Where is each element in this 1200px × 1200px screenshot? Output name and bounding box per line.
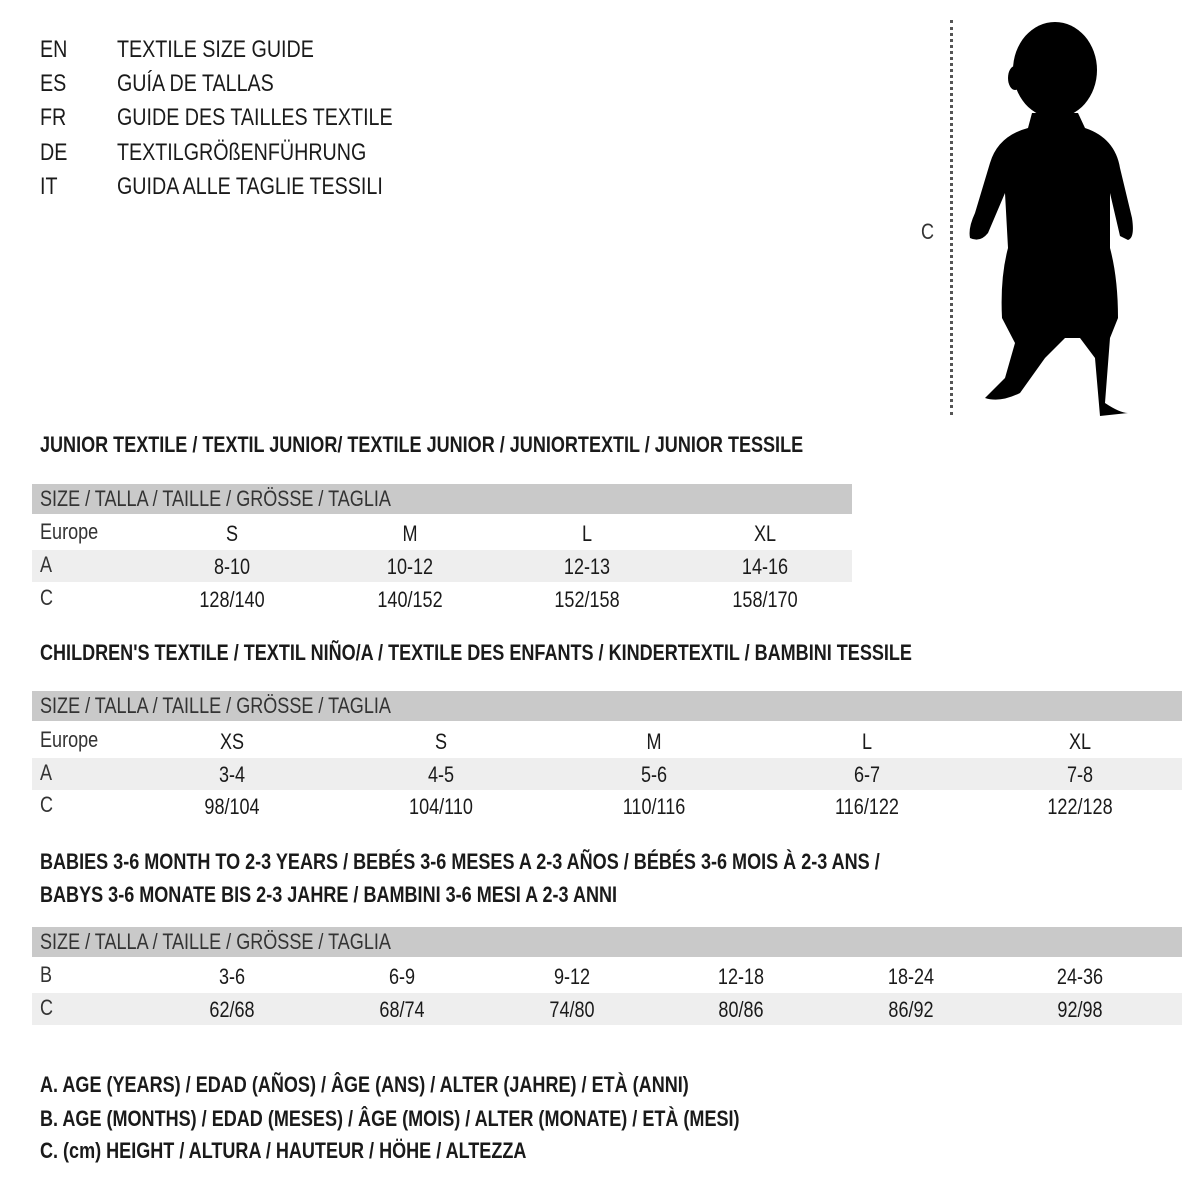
table-cell: 128/140 bbox=[199, 587, 265, 612]
table-cell: 110/116 bbox=[622, 794, 686, 819]
table-cell: 122/128 bbox=[1047, 794, 1113, 819]
table-title: JUNIOR TEXTILE / TEXTIL JUNIOR/ TEXTILE … bbox=[40, 432, 804, 457]
table-cell: XL bbox=[753, 521, 777, 546]
table-cell: 92/98 bbox=[1057, 997, 1103, 1022]
height-measure-line bbox=[950, 20, 953, 415]
table-title: CHILDREN'S TEXTILE / TEXTIL NIÑO/A / TEX… bbox=[40, 640, 912, 665]
table-cell: M bbox=[646, 729, 662, 754]
table-cell: 152/158 bbox=[554, 587, 620, 612]
table-cell: 80/86 bbox=[718, 997, 764, 1022]
table-cell: 6-7 bbox=[853, 762, 881, 787]
guide-title: TEXTILGRÖßENFÜHRUNG bbox=[117, 139, 367, 166]
row-label: C bbox=[40, 995, 54, 1020]
table-header: SIZE / TALLA / TAILLE / GRÖSSE / TAGLIA bbox=[40, 929, 391, 954]
row-label: B bbox=[40, 962, 53, 987]
table-cell: 158/170 bbox=[732, 587, 798, 612]
table-cell: L bbox=[861, 729, 873, 754]
table-cell: 140/152 bbox=[377, 587, 443, 612]
child-silhouette-icon bbox=[969, 22, 1133, 416]
guide-title: GUÍA DE TALLAS bbox=[117, 70, 274, 97]
table-header-bar bbox=[32, 484, 852, 514]
lang-code: ES bbox=[40, 70, 67, 97]
table-cell: 14-16 bbox=[741, 554, 789, 579]
table-cell: S bbox=[225, 521, 239, 546]
legend-b: B. AGE (MONTHS) / EDAD (MESES) / ÂGE (MO… bbox=[40, 1106, 740, 1131]
legend-c: C. (cm) HEIGHT / ALTURA / HAUTEUR / HÖHE… bbox=[40, 1138, 527, 1163]
table-cell: 24-36 bbox=[1056, 964, 1104, 989]
table-cell: 6-9 bbox=[388, 964, 416, 989]
lang-code: DE bbox=[40, 139, 68, 166]
row-label: Europe bbox=[40, 727, 99, 752]
table-cell: 8-10 bbox=[213, 554, 251, 579]
table-cell: XS bbox=[219, 729, 245, 754]
row-label: A bbox=[40, 760, 53, 785]
table-header: SIZE / TALLA / TAILLE / GRÖSSE / TAGLIA bbox=[40, 486, 391, 511]
table-cell: 68/74 bbox=[379, 997, 425, 1022]
row-band bbox=[32, 758, 1182, 790]
table-title: BABYS 3-6 MONATE BIS 2-3 JAHRE / BAMBINI… bbox=[40, 882, 618, 907]
table-cell: 18-24 bbox=[887, 964, 935, 989]
height-measure-label: C bbox=[921, 219, 935, 244]
guide-title: GUIDE DES TAILLES TEXTILE bbox=[117, 104, 393, 131]
table-cell: 98/104 bbox=[204, 794, 260, 819]
table-cell: 104/110 bbox=[409, 794, 473, 819]
table-cell: M bbox=[402, 521, 418, 546]
table-cell: 7-8 bbox=[1066, 762, 1094, 787]
table-cell: 62/68 bbox=[209, 997, 255, 1022]
table-cell: S bbox=[434, 729, 448, 754]
lang-code: IT bbox=[40, 173, 58, 200]
table-cell: L bbox=[581, 521, 593, 546]
lang-code: EN bbox=[40, 36, 68, 63]
table-cell: 4-5 bbox=[427, 762, 455, 787]
row-label: C bbox=[40, 585, 54, 610]
row-label: C bbox=[40, 792, 54, 817]
row-label: Europe bbox=[40, 519, 99, 544]
table-cell: 9-12 bbox=[553, 964, 591, 989]
table-cell: 74/80 bbox=[549, 997, 595, 1022]
table-cell: XL bbox=[1068, 729, 1092, 754]
table-cell: 12-18 bbox=[717, 964, 765, 989]
table-header-bar bbox=[32, 691, 1182, 721]
table-cell: 12-13 bbox=[563, 554, 611, 579]
table-header: SIZE / TALLA / TAILLE / GRÖSSE / TAGLIA bbox=[40, 693, 391, 718]
guide-title: TEXTILE SIZE GUIDE bbox=[117, 36, 314, 63]
legend-a: A. AGE (YEARS) / EDAD (AÑOS) / ÂGE (ANS)… bbox=[40, 1072, 689, 1097]
table-title: BABIES 3-6 MONTH TO 2-3 YEARS / BEBÉS 3-… bbox=[40, 849, 880, 874]
guide-title: GUIDA ALLE TAGLIE TESSILI bbox=[117, 173, 383, 200]
table-cell: 86/92 bbox=[888, 997, 934, 1022]
table-cell: 10-12 bbox=[386, 554, 434, 579]
table-cell: 116/122 bbox=[835, 794, 899, 819]
row-band bbox=[32, 993, 1182, 1025]
table-cell: 3-4 bbox=[218, 762, 246, 787]
table-cell: 5-6 bbox=[640, 762, 668, 787]
lang-code: FR bbox=[40, 104, 67, 131]
row-label: A bbox=[40, 552, 53, 577]
row-band bbox=[32, 550, 852, 582]
table-header-bar bbox=[32, 927, 1182, 957]
table-cell: 3-6 bbox=[218, 964, 246, 989]
